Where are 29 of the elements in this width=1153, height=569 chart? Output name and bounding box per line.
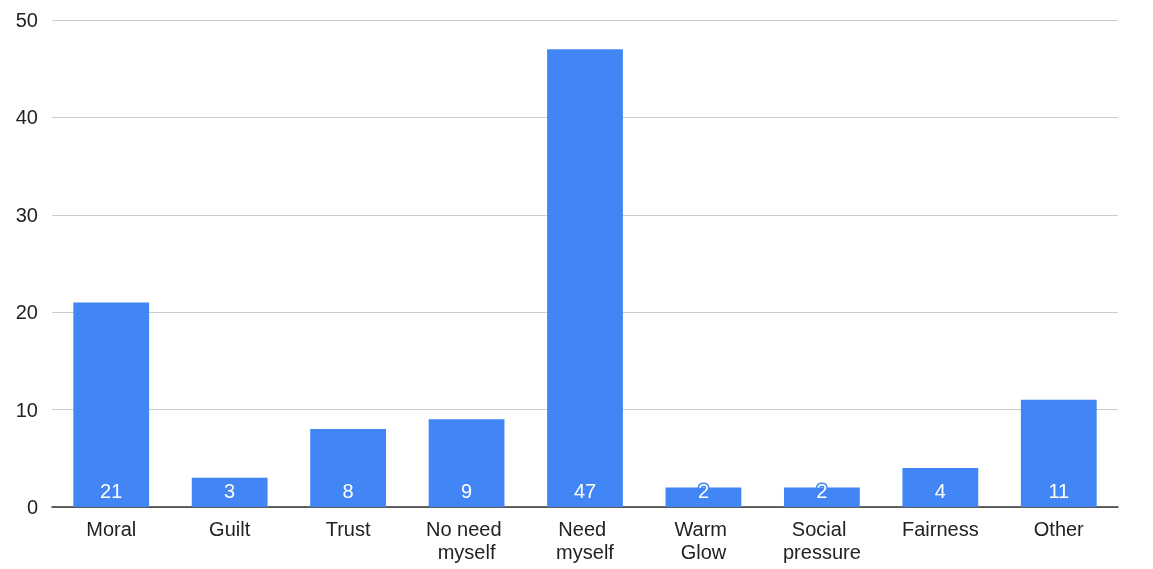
data-label: 9	[460, 480, 473, 502]
bar	[310, 429, 387, 507]
y-tick-label: 30	[15, 203, 38, 226]
bar	[191, 477, 268, 507]
bar	[547, 49, 623, 507]
data-label: 3	[224, 480, 236, 502]
x-tick-label: Warm Glow	[674, 517, 733, 563]
x-tick-label: Social pressure	[782, 517, 861, 563]
x-tick-label: Moral	[86, 517, 137, 540]
x-tick-label: No need myself	[425, 517, 508, 563]
data-label: 21	[100, 480, 123, 502]
x-tick-label: Trust	[325, 517, 371, 540]
y-tick-label: 10	[15, 398, 38, 421]
x-tick-label: Guilt	[209, 517, 251, 540]
y-tick-label: 40	[15, 106, 38, 129]
data-label: 8	[342, 480, 354, 502]
y-tick-label: 50	[15, 9, 38, 31]
x-tick-label: Other	[1033, 517, 1085, 540]
y-tick-label: 0	[26, 496, 38, 518]
data-label: 4	[934, 480, 946, 502]
bar	[428, 419, 505, 507]
x-tick-label: Fairness	[901, 517, 979, 540]
y-tick-label: 20	[15, 301, 38, 324]
bar	[1020, 399, 1097, 507]
x-tick-label: Need myself	[556, 517, 615, 563]
data-label: 47	[573, 480, 597, 502]
bar	[73, 302, 150, 507]
bar	[902, 468, 979, 507]
data-label: 11	[1048, 480, 1070, 502]
